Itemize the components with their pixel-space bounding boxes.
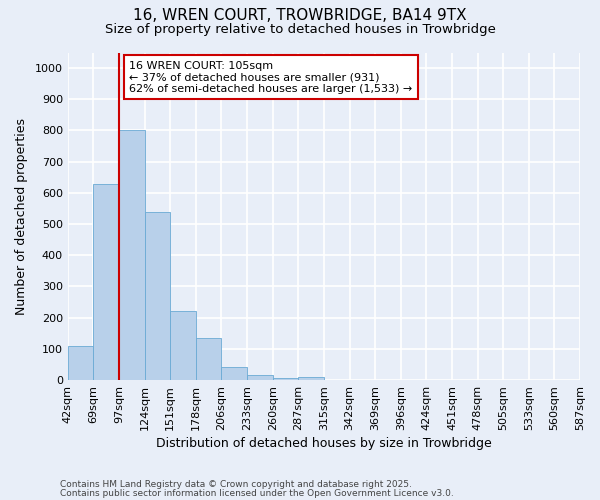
Text: Contains HM Land Registry data © Crown copyright and database right 2025.: Contains HM Land Registry data © Crown c… <box>60 480 412 489</box>
Text: Contains public sector information licensed under the Open Government Licence v3: Contains public sector information licen… <box>60 488 454 498</box>
Text: 16, WREN COURT, TROWBRIDGE, BA14 9TX: 16, WREN COURT, TROWBRIDGE, BA14 9TX <box>133 8 467 22</box>
Bar <box>94 184 119 380</box>
Bar <box>247 376 272 380</box>
Bar <box>170 312 196 380</box>
Text: 16 WREN COURT: 105sqm
← 37% of detached houses are smaller (931)
62% of semi-det: 16 WREN COURT: 105sqm ← 37% of detached … <box>129 60 413 94</box>
Bar <box>119 130 145 380</box>
Bar <box>68 346 94 380</box>
Text: Size of property relative to detached houses in Trowbridge: Size of property relative to detached ho… <box>104 22 496 36</box>
Bar <box>221 367 247 380</box>
Y-axis label: Number of detached properties: Number of detached properties <box>15 118 28 315</box>
Bar <box>196 338 221 380</box>
Bar <box>298 377 324 380</box>
Bar <box>272 378 298 380</box>
Bar <box>145 212 170 380</box>
X-axis label: Distribution of detached houses by size in Trowbridge: Distribution of detached houses by size … <box>156 437 492 450</box>
